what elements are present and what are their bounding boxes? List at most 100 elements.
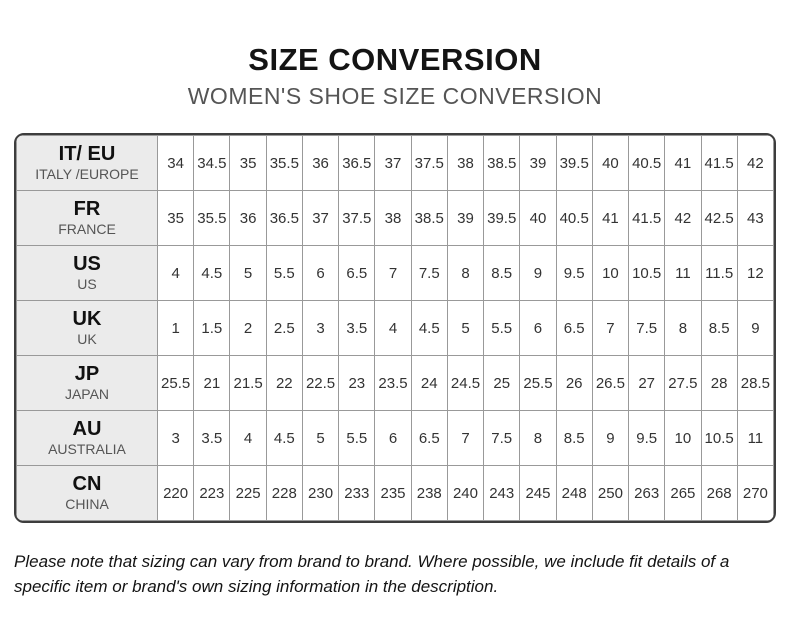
size-cell: 268 [700, 465, 738, 521]
size-cell: 5.5 [265, 245, 303, 301]
size-cell: 25 [483, 355, 521, 411]
size-cell: 223 [193, 465, 231, 521]
page-subtitle: WOMEN'S SHOE SIZE CONVERSION [187, 83, 603, 109]
size-cell: 248 [555, 465, 593, 521]
size-cell: 28 [700, 355, 738, 411]
region-code: IT/ EU [58, 142, 116, 165]
size-cell: 40.5 [628, 135, 666, 191]
size-cell: 4 [156, 245, 195, 301]
size-cell: 23 [338, 355, 376, 411]
size-cell: 24.5 [446, 355, 485, 411]
size-cell: 9 [591, 410, 630, 466]
size-cell: 220 [156, 465, 195, 521]
size-cell: 240 [446, 465, 485, 521]
size-cell: 6.5 [338, 245, 376, 301]
size-cell: 2.5 [265, 300, 303, 356]
size-cell: 25.5 [519, 355, 557, 411]
size-cell: 5 [446, 300, 485, 356]
size-cell: 39 [519, 135, 557, 191]
size-cell: 22.5 [301, 355, 340, 411]
size-cell: 8 [664, 300, 702, 356]
size-cell: 37 [374, 135, 412, 191]
region-name: CHINA [65, 495, 109, 512]
size-cell: 9.5 [628, 410, 666, 466]
size-cell: 7.5 [628, 300, 666, 356]
size-cell: 265 [664, 465, 702, 521]
size-cell: 10.5 [628, 245, 666, 301]
row-header-us: US US [16, 245, 158, 301]
size-cell: 28.5 [736, 355, 774, 411]
size-cell: 250 [591, 465, 630, 521]
row-header-uk: UK UK [16, 300, 158, 356]
size-cell: 37.5 [410, 135, 448, 191]
size-cell: 23.5 [374, 355, 412, 411]
size-cell: 270 [736, 465, 774, 521]
size-cell: 9 [519, 245, 557, 301]
region-code: AU [72, 417, 102, 440]
region-code: UK [72, 307, 102, 330]
sizing-disclaimer-note: Please note that sizing can vary from br… [14, 552, 730, 596]
table-row: US US 4 4.5 5 5.5 6 6.5 7 7.5 8 8.5 9 9.5 10 10.5 11 11.5… [16, 245, 774, 301]
size-cell: 22 [265, 355, 303, 411]
size-cell: 42 [664, 190, 702, 246]
size-cell: 38.5 [410, 190, 448, 246]
size-cell: 38.5 [483, 135, 521, 191]
table-row: JP JAPAN 25.5 21 21.5 22 22.5 23 23.5 24 24.5 25 25.… [16, 355, 774, 411]
size-cell: 27 [628, 355, 666, 411]
size-cell: 21 [193, 355, 231, 411]
size-cell: 7.5 [410, 245, 448, 301]
size-cell: 7 [591, 300, 630, 356]
size-cell: 9.5 [555, 245, 593, 301]
size-cell: 24 [410, 355, 448, 411]
size-cell: 10.5 [700, 410, 738, 466]
size-cell: 8.5 [483, 245, 521, 301]
size-cell: 6.5 [555, 300, 593, 356]
size-cell: 38 [374, 190, 412, 246]
size-cell: 243 [483, 465, 521, 521]
size-cell: 233 [338, 465, 376, 521]
row-header-cn: CN CHINA [16, 465, 158, 521]
size-conversion-table: IT/ EU ITALY /EUROPE 34 34.5 35 35.5 36 36.5 37 3… [16, 135, 774, 521]
size-cell: 12 [736, 245, 774, 301]
size-cell: 1 [156, 300, 195, 356]
page-title: SIZE CONVERSION [248, 42, 542, 77]
row-header-fr: FR FRANCE [16, 190, 158, 246]
size-cell: 37 [301, 190, 340, 246]
region-code: CN [72, 472, 102, 495]
size-cell: 26.5 [591, 355, 630, 411]
size-cell: 25.5 [156, 355, 195, 411]
size-cell: 36.5 [338, 135, 376, 191]
size-cell: 38 [446, 135, 485, 191]
size-cell: 42.5 [700, 190, 738, 246]
page-header: SIZE CONVERSION WOMEN'S SHOE SIZE CONVER… [0, 0, 790, 110]
size-cell: 2 [229, 300, 267, 356]
size-cell: 35.5 [265, 135, 303, 191]
size-cell: 8 [519, 410, 557, 466]
size-cell: 9 [736, 300, 774, 356]
size-cell: 8.5 [700, 300, 738, 356]
size-cell: 39 [446, 190, 485, 246]
size-cell: 42 [736, 135, 774, 191]
size-cell: 34.5 [193, 135, 231, 191]
size-cell: 7 [374, 245, 412, 301]
size-cell: 39.5 [483, 190, 521, 246]
size-cell: 8 [446, 245, 485, 301]
size-cell: 35 [229, 135, 267, 191]
table-row: IT/ EU ITALY /EUROPE 34 34.5 35 35.5 36 36.5 37 3… [16, 135, 774, 191]
size-conversion-table-container: IT/ EU ITALY /EUROPE 34 34.5 35 35.5 36 36.5 37 3… [14, 133, 776, 523]
size-cell: 7.5 [483, 410, 521, 466]
size-cell: 4.5 [193, 245, 231, 301]
size-cell: 43 [736, 190, 774, 246]
size-cell: 39.5 [555, 135, 593, 191]
size-cell: 263 [628, 465, 666, 521]
size-cell: 40.5 [555, 190, 593, 246]
region-name: FRANCE [58, 220, 116, 237]
region-code: US [73, 252, 101, 275]
size-cell: 21.5 [229, 355, 267, 411]
size-cell: 41 [591, 190, 630, 246]
region-code: FR [73, 197, 101, 220]
row-header-au: AU AUSTRALIA [16, 410, 158, 466]
size-cell: 6.5 [410, 410, 448, 466]
size-cell: 5 [229, 245, 267, 301]
